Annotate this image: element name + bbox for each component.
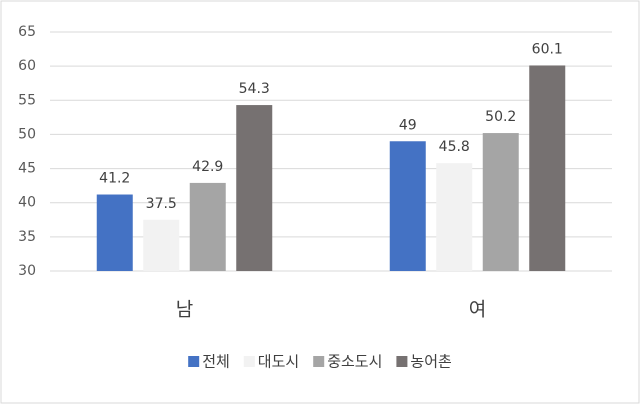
data-label: 60.1 bbox=[532, 41, 563, 57]
bar bbox=[96, 194, 133, 271]
y-tick-label: 40 bbox=[18, 195, 36, 211]
legend-label: 대도시 bbox=[258, 353, 299, 371]
data-label: 54.3 bbox=[239, 81, 270, 97]
legend-swatch bbox=[396, 356, 408, 367]
x-tick-label: 여 bbox=[469, 299, 486, 321]
legend-label: 농어촌 bbox=[410, 353, 451, 371]
bar bbox=[482, 133, 519, 271]
y-tick-label: 55 bbox=[18, 92, 36, 108]
y-tick-label: 35 bbox=[18, 229, 36, 245]
data-label: 49 bbox=[399, 117, 417, 133]
data-label: 37.5 bbox=[146, 196, 177, 212]
data-label: 50.2 bbox=[485, 109, 516, 125]
bar bbox=[189, 182, 226, 271]
y-tick-label: 30 bbox=[18, 263, 36, 279]
data-label: 42.9 bbox=[192, 159, 223, 175]
bar bbox=[436, 163, 473, 271]
y-tick-label: 60 bbox=[18, 58, 36, 74]
bar bbox=[389, 141, 426, 271]
legend-label: 전체 bbox=[202, 353, 230, 371]
legend-swatch bbox=[243, 356, 255, 367]
y-tick-label: 50 bbox=[18, 126, 36, 142]
bar bbox=[236, 105, 273, 272]
legend-swatch bbox=[188, 356, 200, 367]
x-tick-label: 남 bbox=[176, 299, 193, 321]
bar bbox=[529, 65, 566, 272]
data-label: 45.8 bbox=[439, 139, 470, 155]
bar bbox=[143, 219, 180, 271]
legend-label: 중소도시 bbox=[327, 353, 382, 371]
data-label: 41.2 bbox=[99, 171, 130, 187]
y-tick-label: 45 bbox=[18, 161, 36, 177]
legend-swatch bbox=[313, 356, 325, 367]
y-tick-label: 65 bbox=[18, 24, 36, 40]
